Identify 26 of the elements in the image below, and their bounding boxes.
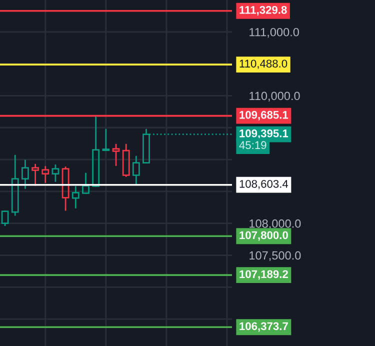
candlestick — [52, 164, 60, 182]
candlestick — [92, 116, 100, 187]
candlestick — [11, 154, 19, 216]
ref-line-label: 109,685.1 — [240, 110, 288, 120]
candlestick — [132, 156, 140, 186]
ref-line-label: 110,488.0 — [240, 60, 288, 69]
text: 45:19 — [239, 141, 266, 150]
ref-line-label: 107,800.0 — [240, 231, 288, 241]
ref-line-label: 107,189.2 — [240, 270, 288, 280]
candlestick — [21, 160, 29, 189]
candlestick — [42, 166, 50, 183]
candlestick — [82, 172, 90, 194]
ref-line-label: 108,603.4 — [240, 180, 288, 190]
candlestick — [72, 186, 80, 208]
ref-line-label: 106,373.7 — [240, 322, 288, 332]
y-tick-label: 111,000.0 — [250, 28, 299, 38]
ref-line-label: 109,395.1 — [240, 129, 288, 139]
y-tick-label: 108,000.0 — [250, 219, 301, 230]
y-tick-label: 107,500.0 — [250, 251, 301, 262]
candlestick — [112, 144, 120, 166]
candlestick — [32, 164, 40, 186]
y-tick-label: 110,000.0 — [250, 92, 300, 102]
candlestick — [122, 144, 130, 177]
candlestick — [62, 166, 70, 211]
ref-line-label: 111,329.8 — [240, 6, 287, 16]
candlestick — [102, 128, 110, 151]
